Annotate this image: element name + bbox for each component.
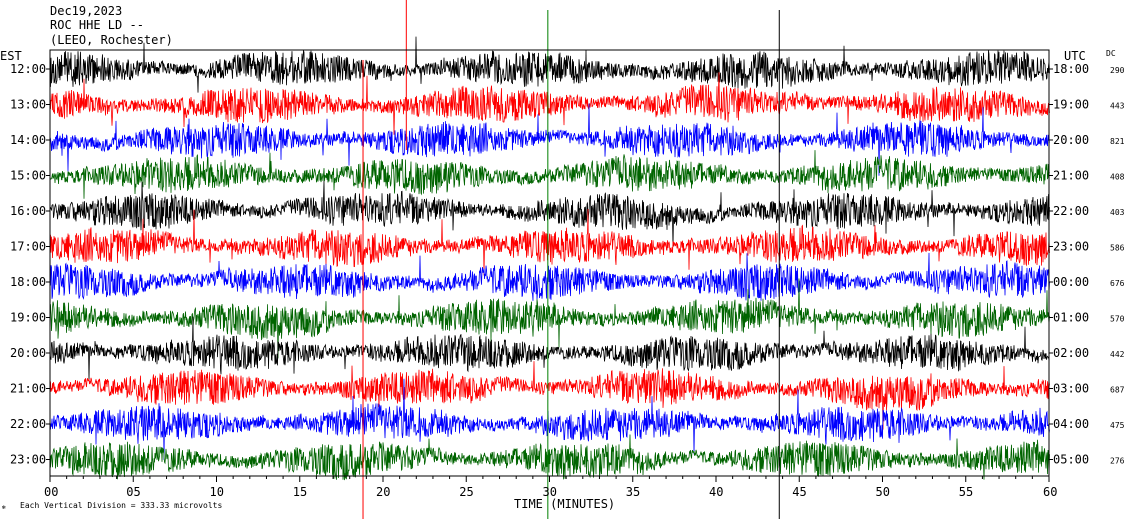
- dc-value-label: 676: [1110, 279, 1125, 288]
- est-hour-label: 13:00: [10, 98, 46, 112]
- x-tick-label: 35: [626, 485, 640, 499]
- trace-hour-1300: [49, 72, 1050, 135]
- x-tick-label: 20: [376, 485, 390, 499]
- utc-hour-label: 03:00: [1053, 382, 1089, 396]
- trace-hour-1700: [49, 208, 1050, 276]
- utc-hour-label: 20:00: [1053, 133, 1089, 147]
- x-tick-label: 60: [1043, 485, 1057, 499]
- x-axis: 00 05 10 15 20 25 30 35 40 45 50 55 60: [44, 476, 1057, 499]
- est-hour-label: 22:00: [10, 417, 46, 431]
- row-labels: 12:00 18:00 290 13:00 19:00 443 14:00 20:00 821 1…: [10, 62, 1125, 467]
- utc-hour-label: 19:00: [1053, 98, 1089, 112]
- x-tick-label: 40: [709, 485, 723, 499]
- dc-value-label: 276: [1110, 457, 1125, 466]
- est-hour-label: 17:00: [10, 240, 46, 254]
- x-tick-label: 05: [126, 485, 140, 499]
- utc-hour-label: 01:00: [1053, 311, 1089, 325]
- trace-hour-1200: [49, 36, 1050, 93]
- dc-value-label: 290: [1110, 66, 1125, 75]
- trace-hour-2200: [49, 378, 1050, 460]
- x-tick-label: 25: [459, 485, 473, 499]
- dc-value-label: 442: [1110, 350, 1125, 359]
- trace-hour-1600: [49, 180, 1050, 247]
- trace-hour-2000: [49, 316, 1050, 382]
- trace-hour-2300: [49, 434, 1050, 481]
- utc-hour-label: 21:00: [1053, 169, 1089, 183]
- dc-value-label: 475: [1110, 421, 1125, 430]
- est-hour-label: 19:00: [10, 311, 46, 325]
- est-hour-label: 12:00: [10, 62, 46, 76]
- utc-hour-label: 00:00: [1053, 275, 1089, 289]
- dc-value-label: 443: [1110, 102, 1125, 111]
- x-tick-label: 55: [959, 485, 973, 499]
- x-tick-label: 15: [293, 485, 307, 499]
- est-hour-label: 15:00: [10, 169, 46, 183]
- trace-group: [49, 36, 1050, 481]
- header-station: ROC HHE LD --: [50, 18, 144, 32]
- utc-hour-label: 05:00: [1053, 453, 1089, 467]
- dc-value-label: 586: [1110, 244, 1125, 253]
- x-tick-label: 45: [792, 485, 806, 499]
- dc-label: DC: [1106, 49, 1116, 58]
- x-axis-title: TIME (MINUTES): [514, 497, 615, 511]
- trace-hour-1400: [49, 103, 1050, 176]
- dc-value-label: 821: [1110, 137, 1125, 146]
- x-tick-label: 50: [876, 485, 890, 499]
- dc-value-label: 687: [1110, 386, 1125, 395]
- utc-hour-label: 23:00: [1053, 240, 1089, 254]
- trace-hour-1900: [49, 278, 1050, 359]
- scale-footnote: Each Vertical Division = 333.33 microvol…: [20, 501, 222, 510]
- x-tick-label: 00: [44, 485, 58, 499]
- plot-frame: [49, 49, 1050, 477]
- trace-hour-1500: [49, 150, 1050, 199]
- left-timezone-label: EST: [0, 49, 22, 63]
- est-hour-label: 14:00: [10, 133, 46, 147]
- utc-hour-label: 04:00: [1053, 417, 1089, 431]
- est-hour-label: 21:00: [10, 382, 46, 396]
- utc-hour-label: 02:00: [1053, 346, 1089, 360]
- dc-value-label: 408: [1110, 173, 1125, 182]
- dc-value-label: 570: [1110, 315, 1125, 324]
- est-hour-label: 16:00: [10, 204, 46, 218]
- dc-value-label: 403: [1110, 208, 1125, 217]
- utc-hour-label: 18:00: [1053, 62, 1089, 76]
- utc-hour-label: 22:00: [1053, 204, 1089, 218]
- est-hour-label: 20:00: [10, 346, 46, 360]
- footnote-glyph: ✻: [2, 504, 6, 511]
- est-hour-label: 18:00: [10, 275, 46, 289]
- right-timezone-label: UTC: [1064, 49, 1086, 63]
- x-tick-label: 30: [543, 485, 557, 499]
- est-hour-label: 23:00: [10, 453, 46, 467]
- event-mark-group: [362, 0, 780, 519]
- header-location: (LEEO, Rochester): [50, 33, 173, 47]
- x-tick-label: 10: [210, 485, 224, 499]
- trace-hour-1800: [49, 252, 1050, 301]
- header-date: Dec19,2023: [50, 4, 123, 18]
